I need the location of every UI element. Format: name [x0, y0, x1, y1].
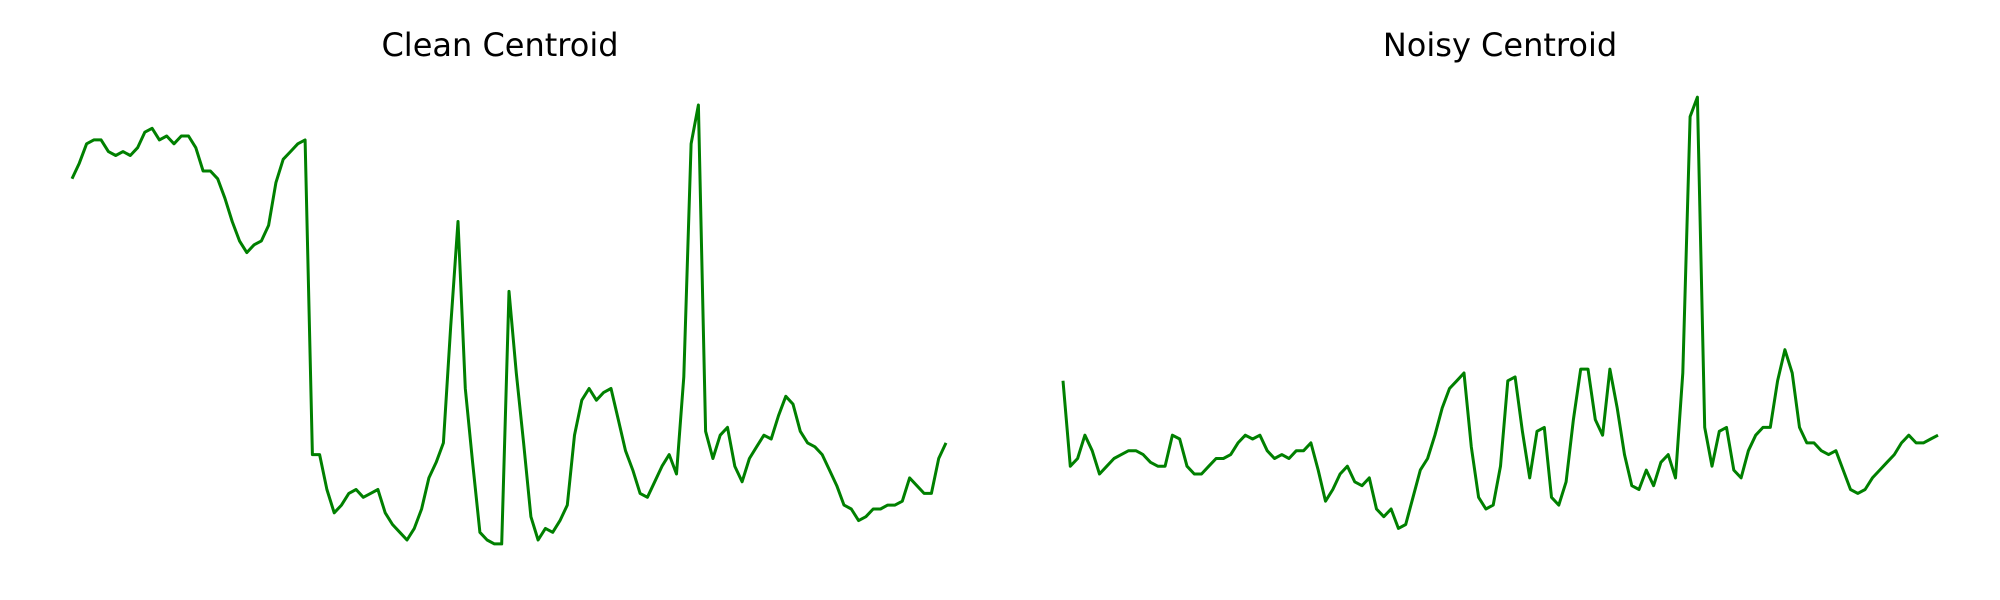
- chart-title: Clean Centroid: [381, 26, 619, 64]
- series-line-0: [1061, 95, 1939, 530]
- chart-panel-clean: Clean Centroid: [70, 26, 948, 546]
- chart-title: Noisy Centroid: [1382, 26, 1618, 64]
- plot-area-noisy: [1061, 95, 1939, 530]
- chart-panel-noisy: Noisy Centroid: [1000, 0, 2000, 600]
- plot-area-clean: [70, 103, 948, 546]
- series-line-0: [70, 103, 948, 546]
